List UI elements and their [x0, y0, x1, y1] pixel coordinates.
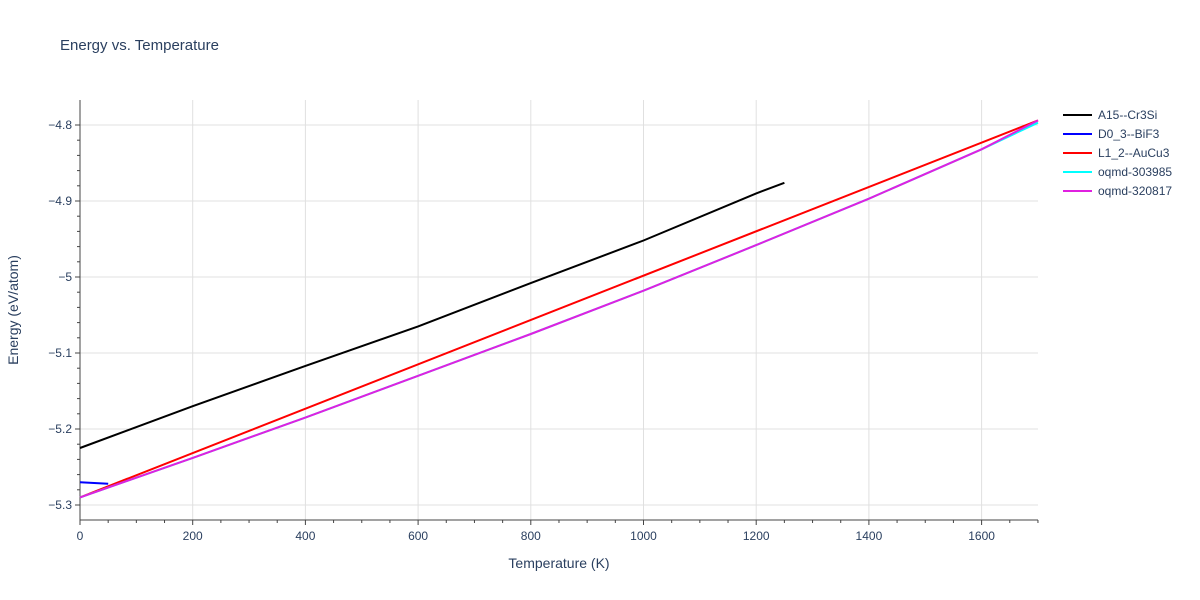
series-line-l1-2-aucu3	[79, 119, 1039, 499]
x-tick-label: 600	[408, 529, 428, 543]
tick-labels: 0 200 400 600 800 1000 1200 1400 1600 −4.8 −4.9 −5 −…	[48, 118, 995, 543]
y-tick-label: −4.8	[48, 118, 72, 132]
legend-label: oqmd-320817	[1098, 184, 1172, 198]
series-line-a15-cr3si	[79, 181, 785, 449]
x-tick-label: 1200	[743, 529, 770, 543]
y-tick-label: −5.1	[48, 346, 72, 360]
x-tick-label: 1400	[856, 529, 883, 543]
axes	[75, 100, 1039, 525]
legend-item[interactable]: oqmd-303985	[1063, 165, 1172, 179]
chart-title: Energy vs. Temperature	[60, 37, 219, 54]
y-tick-label: −4.9	[48, 194, 72, 208]
x-tick-label: 400	[295, 529, 315, 543]
legend-label: L1_2--AuCu3	[1098, 146, 1170, 160]
legend-label: A15--Cr3Si	[1098, 108, 1157, 122]
x-axis-title: Temperature (K)	[508, 555, 609, 571]
y-axis-title: Energy (eV/atom)	[5, 255, 21, 365]
legend-label: D0_3--BiF3	[1098, 127, 1160, 141]
legend-item[interactable]: L1_2--AuCu3	[1063, 146, 1170, 160]
series-lines	[79, 119, 1039, 499]
legend-label: oqmd-303985	[1098, 165, 1172, 179]
x-tick-label: 1000	[630, 529, 657, 543]
y-tick-label: −5	[58, 270, 72, 284]
legend-item[interactable]: oqmd-320817	[1063, 184, 1172, 198]
x-tick-label: 800	[521, 529, 541, 543]
grid-lines	[80, 100, 1038, 520]
series-line-d0-3-bif3	[79, 481, 109, 485]
x-tick-label: 200	[183, 529, 203, 543]
legend-item[interactable]: D0_3--BiF3	[1063, 127, 1160, 141]
x-tick-label: 0	[77, 529, 84, 543]
legend-item[interactable]: A15--Cr3Si	[1063, 108, 1157, 122]
y-tick-label: −5.2	[48, 422, 72, 436]
x-tick-label: 1600	[968, 529, 995, 543]
series-line-oqmd-320817	[79, 119, 1039, 499]
y-tick-label: −5.3	[48, 498, 72, 512]
legend[interactable]: A15--Cr3Si D0_3--BiF3 L1_2--AuCu3 oqmd-3039…	[1063, 108, 1172, 198]
